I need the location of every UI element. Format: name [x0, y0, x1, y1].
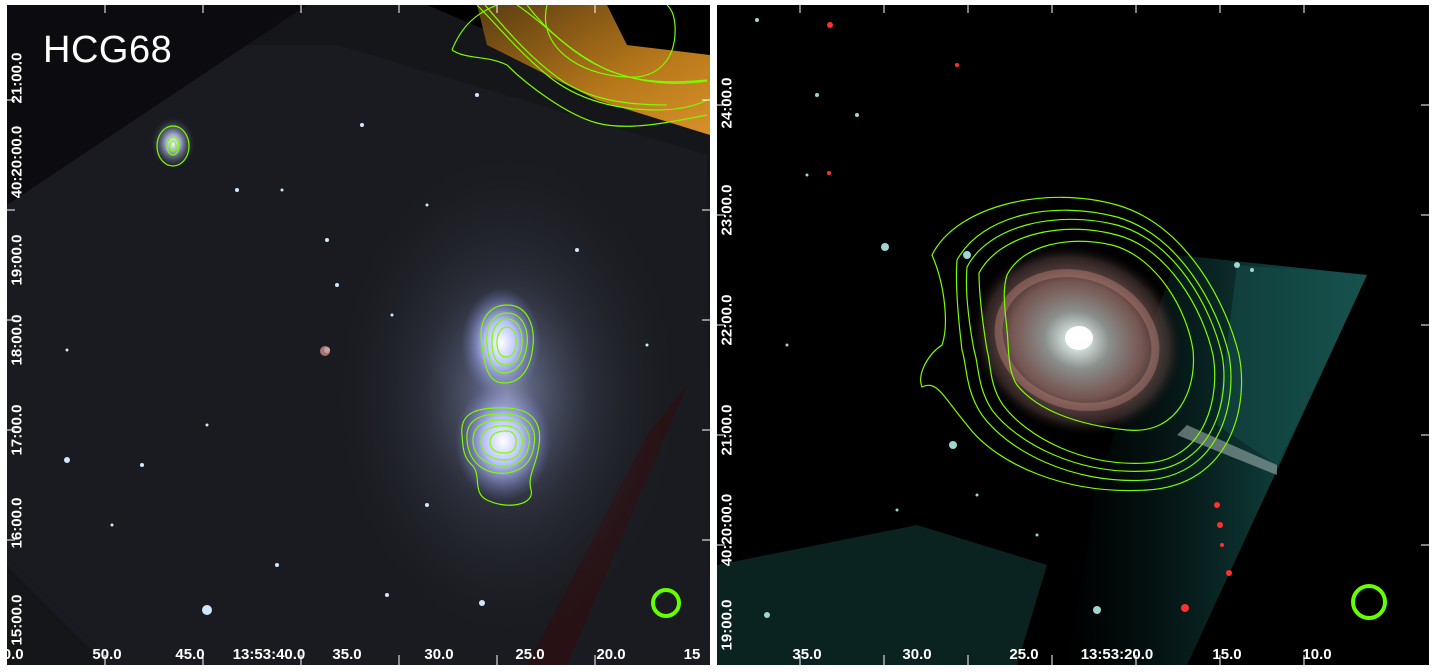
- galaxy-upper: [461, 288, 541, 398]
- y-tick-label: 21:00.0: [8, 52, 26, 104]
- beam-circle-left: [651, 588, 681, 618]
- x-tick-label: 13:53:40.0: [232, 646, 306, 663]
- y-tick-label: 19:00.0: [8, 234, 26, 286]
- galaxy-nucleus: [1065, 326, 1093, 350]
- x-tick-label: 15: [683, 646, 701, 663]
- x-tick-label: 50.0: [92, 646, 122, 663]
- teal-lower: [717, 525, 1047, 665]
- x-tick-label: 25.0: [1009, 646, 1039, 663]
- panel-title: HCG68: [43, 29, 173, 71]
- y-tick-label: 40:20:00.0: [8, 125, 26, 199]
- beam-circle-right: [1351, 584, 1387, 620]
- x-tick-label: 35.0: [332, 646, 362, 663]
- y-tick-label: 21:00.0: [718, 404, 736, 456]
- galaxy-lower: [455, 381, 551, 501]
- streak: [1177, 425, 1277, 475]
- stars-right: [755, 18, 1254, 618]
- galaxy-small: [151, 117, 195, 169]
- sky-image-left: [7, 5, 710, 665]
- x-tick-label: 50.0: [7, 646, 24, 663]
- y-tick-label: 19:00.0: [718, 599, 736, 651]
- x-tick-label: 25.0: [515, 646, 545, 663]
- y-tick-label: 40:20:00.0: [718, 493, 736, 567]
- spiral-arm: [994, 269, 1160, 411]
- hi-contours-left: [156, 5, 708, 506]
- y-tick-label: 24:00.0: [718, 77, 736, 129]
- tick-marks-right: [717, 5, 1429, 665]
- y-tick-label: 22:00.0: [718, 294, 736, 346]
- red-star: [320, 346, 330, 356]
- blank-corner: [607, 5, 710, 55]
- y-tick-label: 23:00.0: [718, 184, 736, 236]
- x-tick-label: 15.0: [1212, 646, 1242, 663]
- x-tick-label: 45.0: [175, 646, 205, 663]
- y-tick-label: 16:00.0: [8, 497, 26, 549]
- x-tick-label: 20.0: [596, 646, 626, 663]
- x-tick-label: 30.0: [902, 646, 932, 663]
- image-panel-left: HCG68 50.0 50.0 45.0 13:53:40.0 35.0 30.…: [7, 5, 710, 665]
- x-tick-label: 35.0: [792, 646, 822, 663]
- hi-contours-right: [920, 196, 1243, 492]
- x-tick-label: 13:53:20.0: [1080, 646, 1154, 663]
- x-tick-label: 30.0: [424, 646, 454, 663]
- mosaic-gap-corner: [7, 5, 307, 205]
- tick-marks-left: [7, 5, 710, 665]
- y-tick-label: 18:00.0: [8, 314, 26, 366]
- teal-streaks: [1217, 265, 1367, 465]
- x-tick-label: 10.0: [1302, 646, 1332, 663]
- image-panel-right: 35.0 30.0 25.0 13:53:20.0 15.0 10.0 19:0…: [717, 5, 1429, 665]
- sky-image-right: [717, 5, 1429, 665]
- y-tick-label: 17:00.0: [8, 404, 26, 456]
- red-sources: [827, 22, 1232, 612]
- y-tick-label: 15:00.0: [8, 594, 26, 646]
